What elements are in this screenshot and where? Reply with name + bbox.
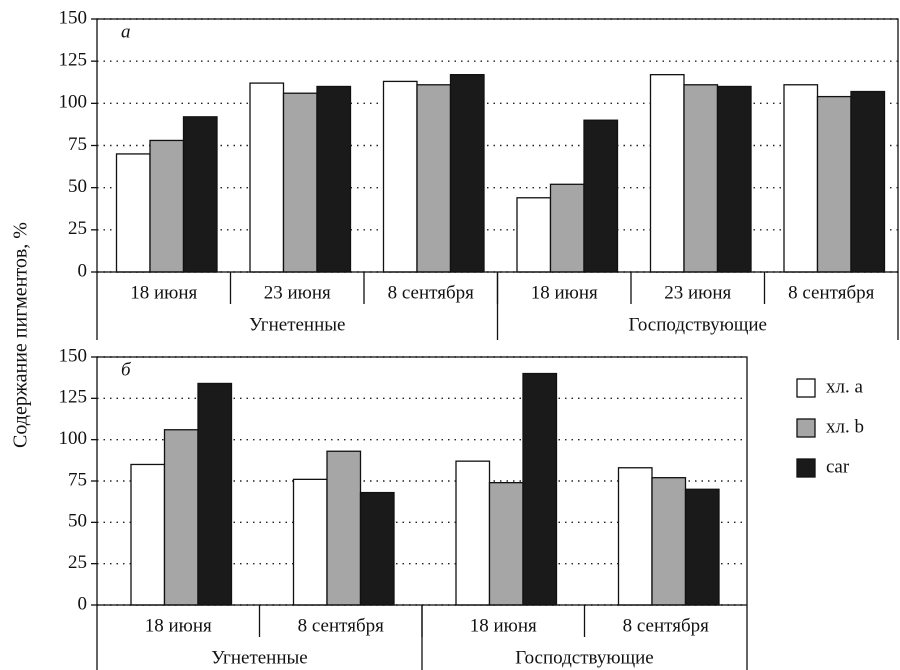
panel-label: а <box>121 21 131 42</box>
bar <box>683 84 719 273</box>
bar <box>488 482 524 606</box>
x-tick-label: 8 сентября <box>388 282 474 303</box>
x-tick-label: 18 июня <box>145 615 212 636</box>
bar <box>716 85 752 273</box>
x-tick-label: 8 сентября <box>788 282 874 303</box>
bar <box>816 95 852 273</box>
panel-label: б <box>121 359 132 380</box>
y-tick-label: 50 <box>68 176 87 197</box>
x-tick-label: 23 июня <box>264 282 331 303</box>
bar <box>516 197 552 273</box>
y-tick-label: 125 <box>59 387 88 408</box>
y-tick-label: 50 <box>68 511 87 532</box>
bar <box>649 74 685 273</box>
bar <box>282 92 318 273</box>
bar <box>182 116 218 273</box>
bar <box>115 153 151 273</box>
x-tick-label: 23 июня <box>664 282 731 303</box>
group-label: Господствующие <box>629 314 768 335</box>
legend-label: хл. a <box>826 376 863 397</box>
bar <box>522 372 558 606</box>
bar <box>651 477 687 606</box>
bar <box>416 84 452 273</box>
y-tick-label: 150 <box>59 7 88 28</box>
y-tick-label: 125 <box>59 50 88 71</box>
y-tick-label: 150 <box>59 345 88 366</box>
bar <box>130 463 166 606</box>
bar <box>326 450 362 606</box>
y-tick-label: 0 <box>78 260 88 281</box>
y-tick-label: 75 <box>68 134 87 155</box>
bar <box>163 429 199 606</box>
bar <box>149 139 185 273</box>
legend-swatch <box>796 418 816 438</box>
x-tick-label: 8 сентября <box>298 615 384 636</box>
group-label: Угнетенные <box>211 647 307 668</box>
x-tick-label: 18 июня <box>470 615 537 636</box>
bar <box>684 488 720 606</box>
x-tick-label: 18 июня <box>130 282 197 303</box>
group-label: Угнетенные <box>249 314 345 335</box>
bar <box>292 478 328 606</box>
legend-swatch <box>796 458 816 478</box>
y-tick-label: 0 <box>78 593 88 614</box>
bar <box>850 90 886 273</box>
plot-frame <box>96 356 748 606</box>
y-tick-label: 75 <box>68 469 87 490</box>
bar <box>617 467 653 606</box>
bar <box>197 382 233 606</box>
group-label: Господствующие <box>515 647 654 668</box>
y-tick-label: 25 <box>68 552 87 573</box>
y-axis-label: Содержание пигментов, % <box>10 222 32 448</box>
legend-swatch <box>796 378 816 398</box>
plot-frame <box>96 18 899 273</box>
y-tick-label: 100 <box>59 92 88 113</box>
legend-label: car <box>826 456 850 477</box>
bar <box>455 460 491 606</box>
y-tick-label: 100 <box>59 428 88 449</box>
legend-label: хл. b <box>826 416 864 437</box>
bar <box>549 183 585 273</box>
bar <box>583 119 619 273</box>
x-tick-label: 8 сентября <box>623 615 709 636</box>
bar <box>382 80 418 273</box>
x-tick-label: 18 июня <box>531 282 598 303</box>
bar <box>316 85 352 273</box>
bar <box>249 82 285 273</box>
bar <box>449 74 485 273</box>
bar <box>783 84 819 273</box>
y-tick-label: 25 <box>68 218 87 239</box>
bar <box>359 491 395 606</box>
